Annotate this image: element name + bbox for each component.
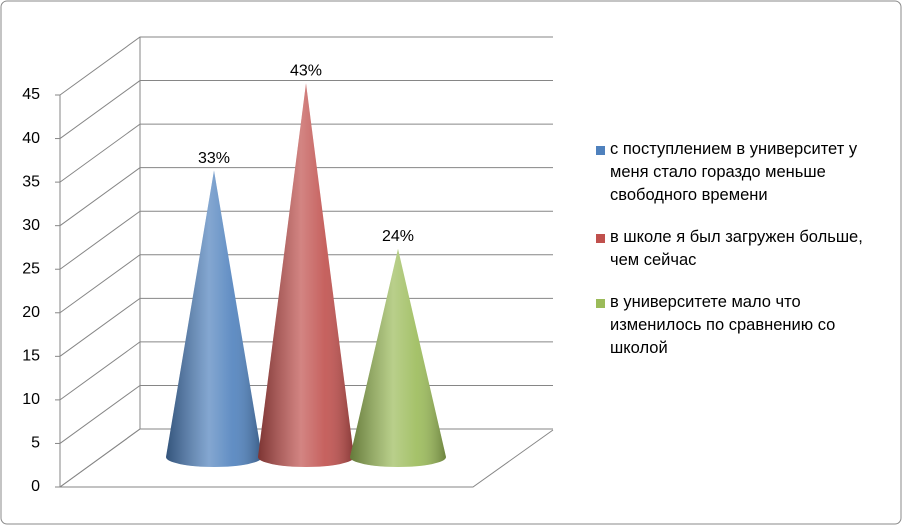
y-tick-label: 15 [22, 348, 40, 365]
y-tick-label: 5 [31, 435, 40, 452]
legend-label: в школе я был загружен больше, чем сейча… [610, 228, 863, 269]
legend-label: с поступлением в университет у меня стал… [610, 140, 858, 204]
y-tick-label: 40 [22, 130, 40, 147]
cone-shading [350, 248, 446, 467]
y-tick-label: 35 [22, 173, 40, 190]
y-tick-label: 0 [31, 478, 40, 495]
legend-label: в университете мало что изменилось по ср… [610, 293, 836, 357]
cone-shading [166, 170, 262, 468]
legend: с поступлением в университет у меня стал… [596, 138, 886, 379]
y-tick-label: 30 [22, 217, 40, 234]
data-label: 43% [290, 63, 322, 80]
legend-swatch [596, 146, 605, 155]
legend-item: в университете мало что изменилось по ср… [596, 291, 886, 360]
legend-swatch [596, 234, 605, 243]
y-tick-label: 10 [22, 391, 40, 408]
y-tick-label: 45 [22, 86, 40, 103]
legend-item: с поступлением в университет у меня стал… [596, 138, 886, 207]
data-label: 33% [198, 150, 230, 167]
y-tick-label: 25 [22, 260, 40, 277]
legend-item: в школе я был загружен больше, чем сейча… [596, 226, 886, 272]
cone-shading [258, 83, 354, 467]
legend-swatch [596, 299, 605, 308]
y-tick-label: 20 [22, 304, 40, 321]
data-label: 24% [382, 228, 414, 245]
